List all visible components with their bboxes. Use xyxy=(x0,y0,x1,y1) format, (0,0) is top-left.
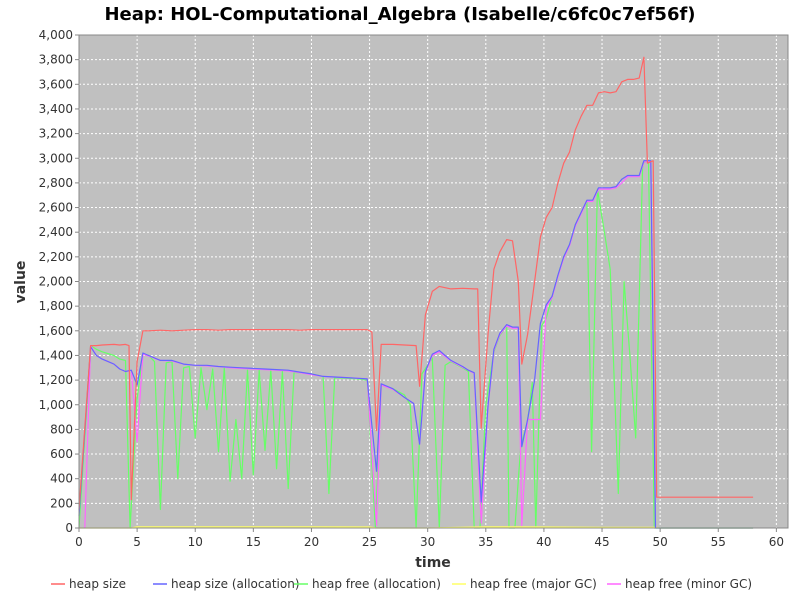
x-tick-label: 10 xyxy=(188,535,203,549)
series-line-heap-size xyxy=(78,56,754,510)
x-tick-label: 55 xyxy=(711,535,726,549)
x-tick-label: 45 xyxy=(594,535,609,549)
plot-area xyxy=(79,35,788,528)
x-tick-label: 20 xyxy=(304,535,319,549)
x-tick-label: 5 xyxy=(133,535,141,549)
y-tick-label: 0 xyxy=(65,521,73,535)
x-tick-label: 35 xyxy=(478,535,493,549)
y-tick-label: 200 xyxy=(50,496,73,510)
y-tick-label: 1,000 xyxy=(39,398,73,412)
y-axis-ticks: 0 200 400 600 800 1,000 1,200 1,400 1,600 1,800 2,… xyxy=(39,28,79,535)
y-tick-label: 800 xyxy=(50,422,73,436)
y-tick-label: 2,200 xyxy=(39,250,73,264)
y-tick-label: 2,000 xyxy=(39,275,73,289)
y-tick-label: 1,200 xyxy=(39,373,73,387)
legend-item: heap free (allocation) xyxy=(294,577,441,591)
legend-item: heap size (allocation) xyxy=(153,577,300,591)
y-tick-label: 2,400 xyxy=(39,225,73,239)
legend-item: heap free (major GC) xyxy=(452,577,597,591)
series-line-heap-size-allocation xyxy=(78,160,754,529)
y-tick-label: 2,800 xyxy=(39,176,73,190)
x-tick-label: 30 xyxy=(420,535,435,549)
y-tick-label: 1,800 xyxy=(39,299,73,313)
y-tick-label: 3,600 xyxy=(39,77,73,91)
legend-item: heap size xyxy=(51,577,126,591)
chart-title: Heap: HOL-Computational_Algebra (Isabell… xyxy=(104,4,695,25)
x-tick-label: 60 xyxy=(769,535,784,549)
y-axis-label: value xyxy=(13,261,29,304)
y-tick-label: 2,600 xyxy=(39,201,73,215)
y-tick-label: 3,800 xyxy=(39,53,73,67)
x-axis-label: time xyxy=(415,555,451,571)
legend-item: heap free (minor GC) xyxy=(607,577,752,591)
legend-label: heap size (allocation) xyxy=(171,577,300,591)
y-tick-label: 4,000 xyxy=(39,28,73,42)
y-tick-label: 3,200 xyxy=(39,127,73,141)
x-tick-label: 40 xyxy=(536,535,551,549)
y-tick-label: 3,400 xyxy=(39,102,73,116)
y-tick-label: 1,600 xyxy=(39,324,73,338)
legend-label: heap free (allocation) xyxy=(312,577,441,591)
y-tick-label: 400 xyxy=(50,472,73,486)
legend-label: heap size xyxy=(69,577,126,591)
x-tick-label: 50 xyxy=(653,535,668,549)
legend: heap size heap size (allocation) heap free… xyxy=(51,577,752,591)
legend-label: heap free (minor GC) xyxy=(625,577,752,591)
y-tick-label: 1,400 xyxy=(39,348,73,362)
x-tick-label: 0 xyxy=(75,535,83,549)
x-axis-ticks: 0 5 10 15 20 25 30 35 40 45 50 55 60 xyxy=(75,528,784,549)
x-tick-label: 15 xyxy=(246,535,261,549)
y-tick-label: 600 xyxy=(50,447,73,461)
legend-label: heap free (major GC) xyxy=(470,577,597,591)
y-tick-label: 3,000 xyxy=(39,151,73,165)
x-tick-label: 25 xyxy=(362,535,377,549)
